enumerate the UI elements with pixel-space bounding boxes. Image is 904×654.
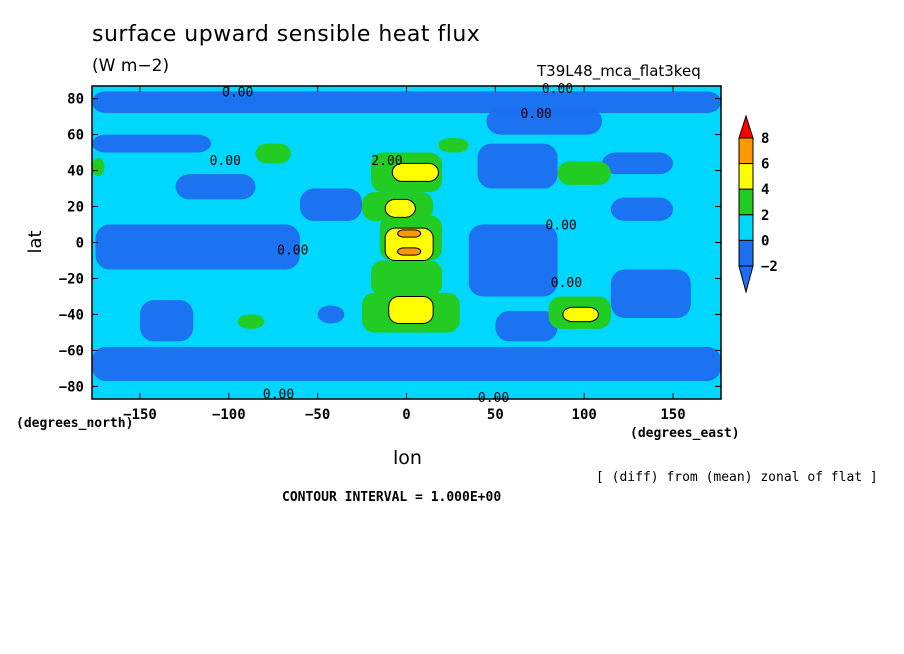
contour-label: 0.00 [277,244,308,259]
y-tick-label: 40 [67,164,84,180]
negative-region [317,305,345,324]
y-tick-label: 20 [67,200,84,216]
chart-units: (W m−2) [92,56,170,76]
y-tick-label: −80 [59,379,84,395]
positive-region [92,157,105,176]
peak-region [397,229,422,238]
negative-region [299,188,363,221]
y-tick-label: −60 [59,343,84,359]
y-axis-unit-label: (degrees_north) [16,416,134,431]
negative-region [175,174,256,200]
colorbar-label: 2 [761,208,769,224]
contour-label: 0.00 [210,154,241,169]
colorbar-label: 4 [761,182,769,198]
negative-region [486,107,602,135]
contour-label: 0.00 [521,107,552,122]
peak-region [397,247,422,256]
colorbar: −2 0 2 4 6 8 [738,114,778,294]
diff-note: [ (diff) from (mean) zonal of flat ] [596,470,878,485]
negative-region [495,310,558,342]
colorbar-label: −2 [761,259,778,275]
positive-region [557,161,611,185]
contour-label: 0.00 [545,219,576,234]
contour-interval-label: CONTOUR INTERVAL = 1.000E+00 [282,490,502,505]
colorbar-bottom-arrow [738,265,754,294]
high-region [391,162,439,182]
high-region [562,306,599,323]
x-tick-label: 100 [572,407,597,423]
negative-region [468,224,558,297]
negative-region [601,152,674,175]
negative-region [95,224,300,270]
colorbar-segment [738,214,754,241]
colorbar-segment [738,163,754,190]
colorbar-segment [738,239,754,267]
x-tick-label: 0 [402,407,410,423]
x-tick-label: −50 [305,407,330,423]
high-region [384,227,434,261]
colorbar-label: 6 [761,157,769,173]
run-label: T39L48_mca_flat3keq [537,62,701,80]
y-axis-label: lat [25,230,46,253]
x-axis-unit-label: (degrees_east) [630,426,740,441]
y-tick-label: 0 [76,236,84,252]
colorbar-segment [738,188,754,216]
high-region [388,295,434,324]
y-tick-label: −20 [59,271,84,287]
contour-label: 0.00 [551,276,582,291]
chart-title: surface upward sensible heat flux [92,22,481,47]
negative-region [92,91,721,113]
contour-label: 0.00 [263,388,294,403]
axes: −150 −100 −50 0 50 100 150 80 60 40 20 0 −20 −40 −60 −8… [59,86,721,423]
positive-region [255,143,292,164]
colorbar-segment [738,137,754,165]
negative-region [610,197,674,221]
contour-label: 2.00 [371,154,402,169]
y-tick-label: −40 [59,307,84,323]
high-region [384,198,416,218]
contour-label: 0.00 [542,82,573,97]
colorbar-top-arrow [738,114,754,139]
positive-region [438,138,469,153]
x-tick-label: −150 [123,407,157,423]
negative-region [139,300,194,342]
contour-label: 0.00 [222,85,253,100]
positive-region [237,314,265,329]
x-tick-label: 50 [487,407,504,423]
y-tick-label: 80 [67,92,84,108]
y-tick-label: 60 [67,128,84,144]
x-tick-label: 150 [660,407,685,423]
colorbar-label: 0 [761,233,769,249]
negative-region [92,346,721,382]
negative-region [92,134,212,153]
positive-region [370,260,443,297]
negative-region [610,269,691,319]
contour-labels: 0.00 0.000.000.00 2.000.000.000.000.00 0.00 [210,82,582,406]
x-axis-label: lon [393,447,422,469]
contour-field [92,86,721,399]
negative-region [477,143,558,189]
x-tick-label: −100 [212,407,246,423]
colorbar-label: 8 [761,131,769,147]
